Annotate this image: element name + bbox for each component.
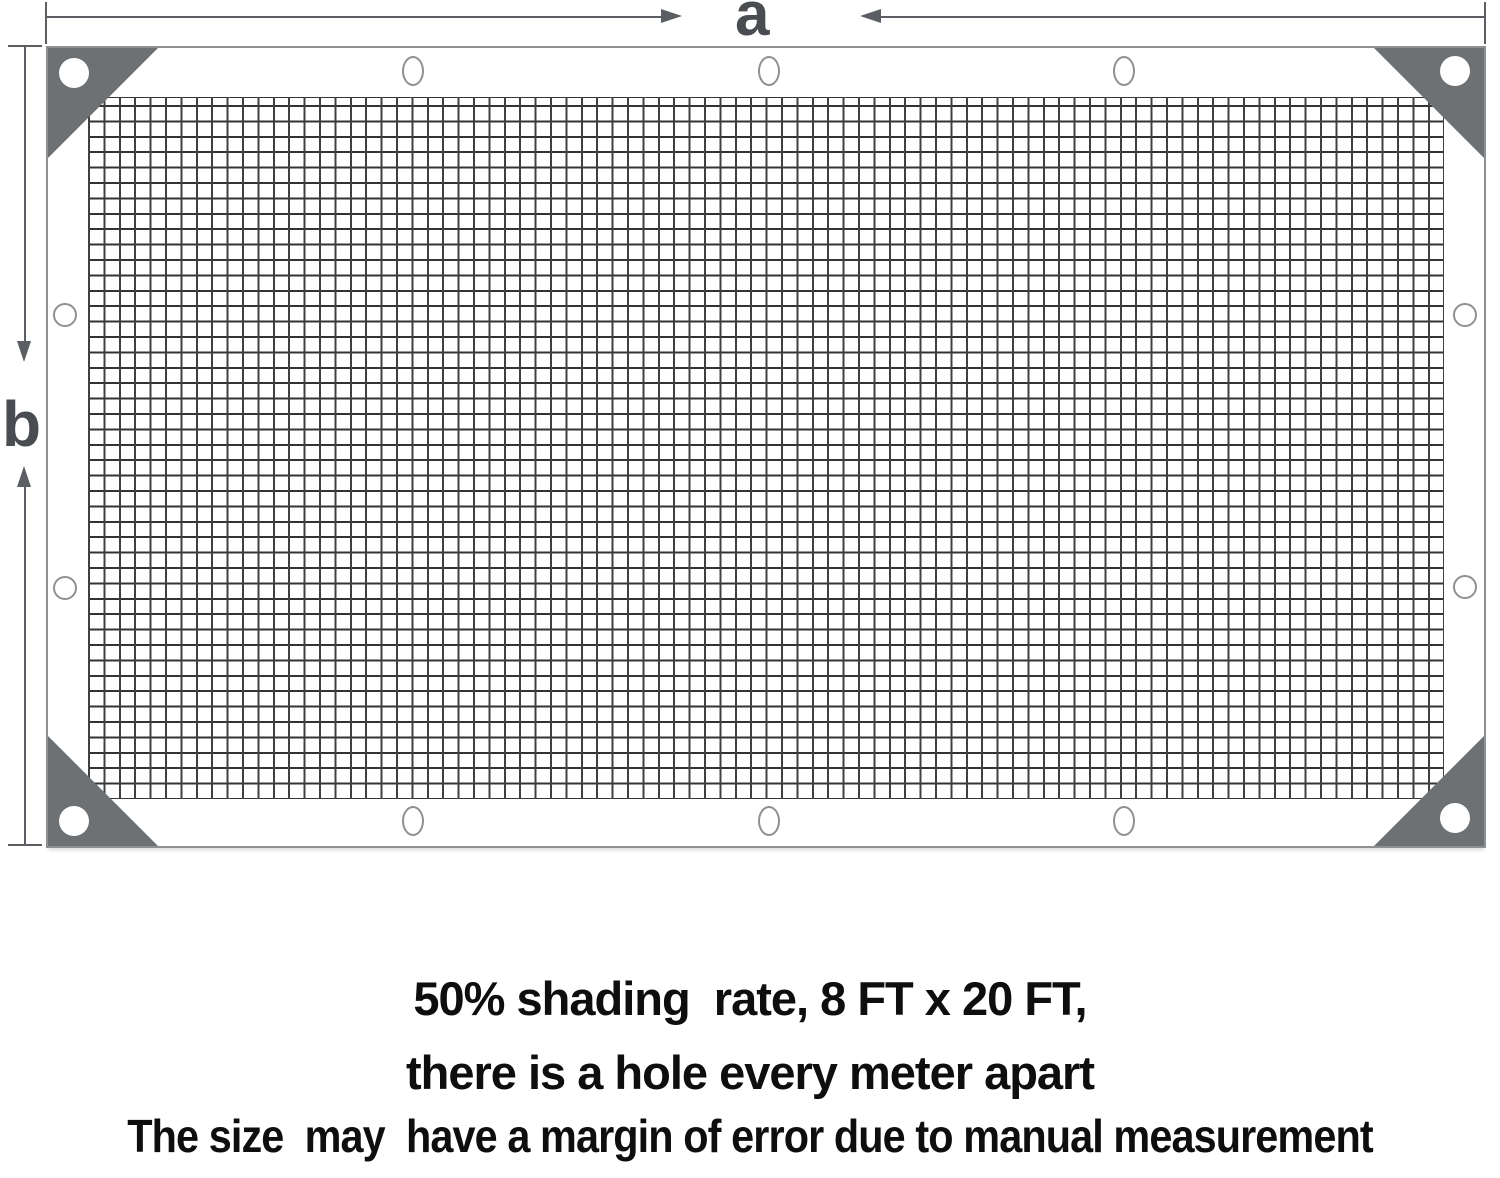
dim-b-end-tick [8,844,42,846]
grommet-hole-bottom-3 [1113,806,1135,836]
dim-a-end-tick [1484,2,1486,44]
grommet-hole-top-1 [402,56,424,86]
dim-b-arrowhead-down-icon [17,341,31,362]
corner-grommet-hole [1440,56,1470,86]
corner-grommet-hole [1440,803,1470,833]
dim-a-arrowhead-right-icon [661,9,682,23]
dim-label-a: a [735,0,770,49]
grommet-hole-bottom-2 [758,806,780,836]
grommet-hole-right-2 [1453,575,1477,599]
grommet-hole-bottom-1 [402,806,424,836]
grommet-hole-top-3 [1113,56,1135,86]
dim-b-line-top [24,47,26,342]
dim-a-arrowhead-left-icon [860,9,881,23]
mesh-grid [88,97,1444,799]
dim-a-line-left [46,16,662,18]
grommet-hole-right-1 [1453,303,1477,327]
grommet-hole-top-2 [758,56,780,86]
grommet-hole-left-1 [53,303,77,327]
dim-a-start-tick [45,2,47,44]
dim-a-line-right [880,16,1486,18]
corner-grommet-hole [59,58,89,88]
dim-b-line-bottom [24,486,26,845]
dim-b-arrowhead-up-icon [17,466,31,487]
grommet-hole-left-2 [53,576,77,600]
hole-spacing-note: there is a hole every meter apart [405,1046,1095,1099]
dim-b-start-tick [8,45,42,47]
shading-rate-note: 50% shading rate, 8 FT x 20 FT, [413,972,1087,1025]
dim-label-b: b [2,388,42,460]
measurement-disclaimer-note: The size may have a margin of error due … [127,1110,1373,1162]
shade-net [46,46,1486,848]
corner-grommet-hole [59,806,89,836]
